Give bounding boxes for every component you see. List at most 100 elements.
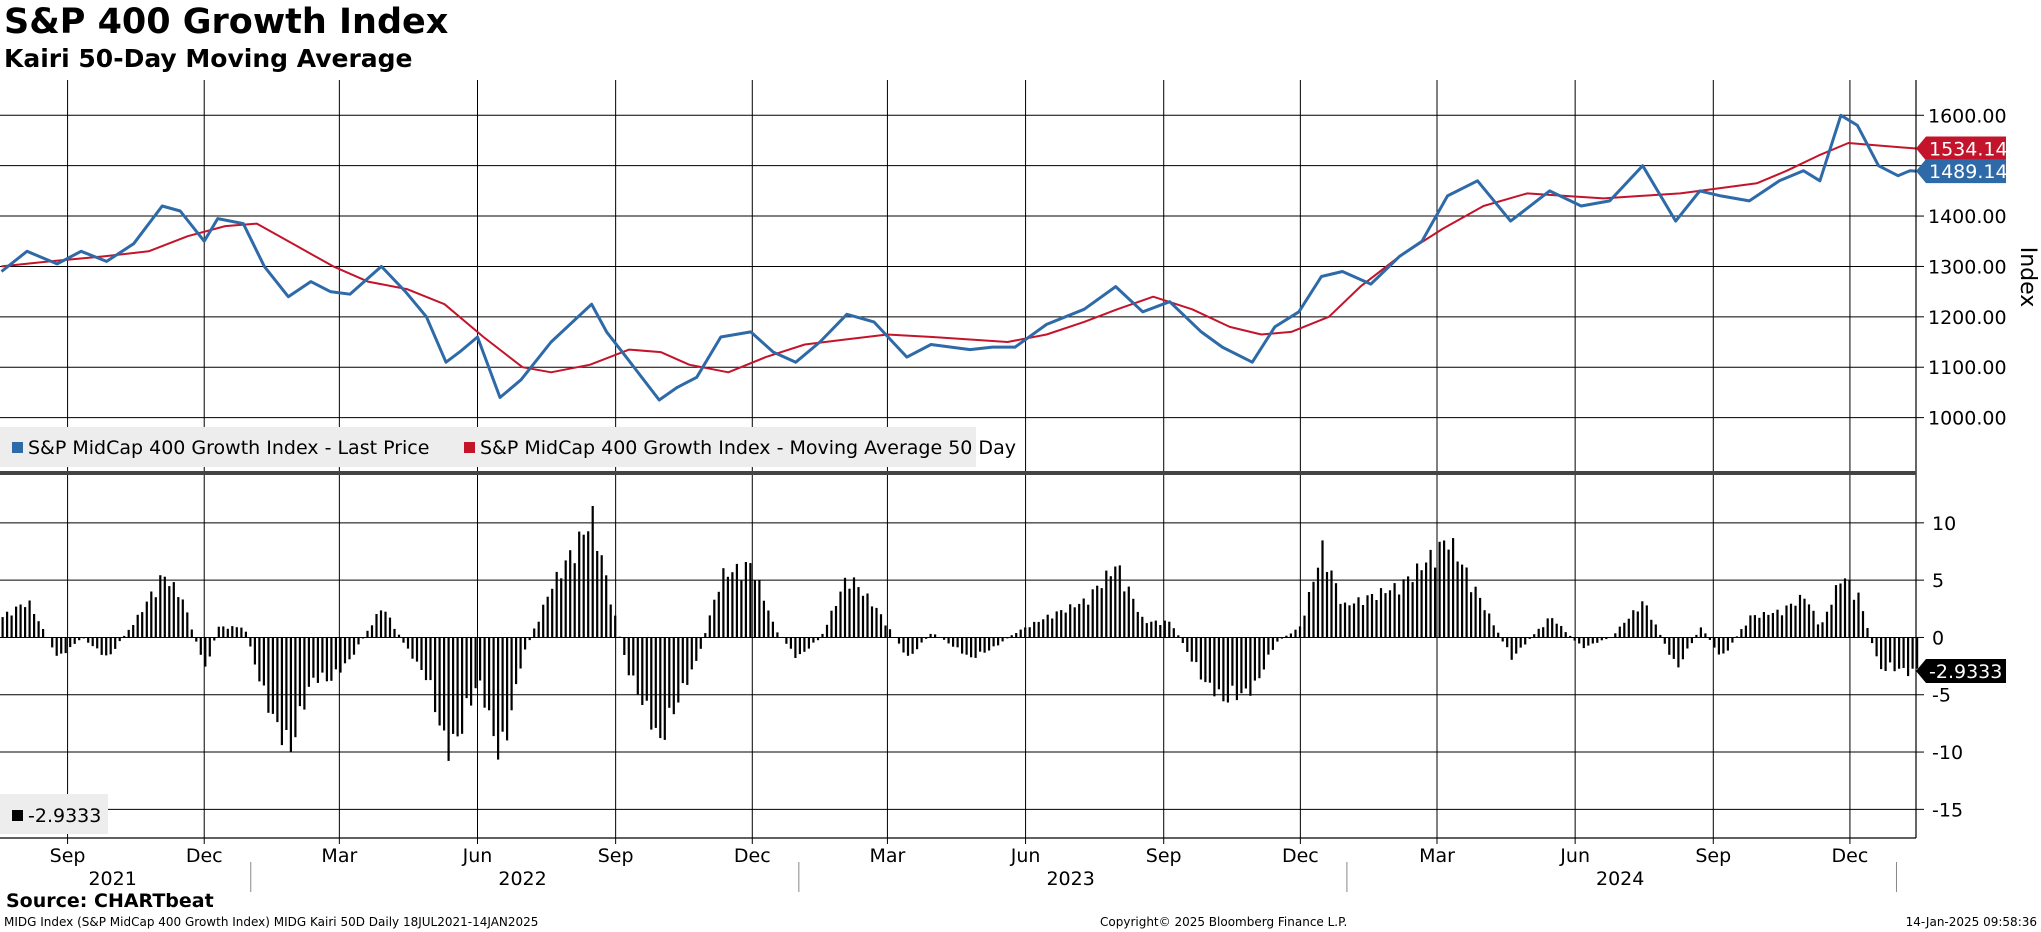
kairi-bar [1871,637,1874,644]
kairi-bar [1339,603,1342,638]
kairi-bar [1515,637,1518,654]
kairi-bar [744,562,747,638]
axes: Sep Dec Mar Jun Sep Dec Mar Jun Sep Dec Mar Jun Sep D… [0,80,2040,892]
kairi-bar [1425,562,1428,638]
kairi-bar [704,633,707,638]
kairi-bar [519,637,522,669]
kairi-bar [825,624,829,638]
panel-separator [0,471,1916,475]
kairi-bar [1393,583,1396,638]
x-year-label: 2021 [88,868,136,890]
kairi-bar [925,637,928,639]
x-tick-label: Mar [869,845,905,867]
kairi-bar [1105,570,1108,638]
kairi-bar [1555,623,1558,638]
kairi-bar [1019,629,1022,638]
kairi-bar [1456,561,1459,638]
source-note: Source: CHARTbeat [6,890,214,912]
kairi-bar [456,637,459,737]
kairi-bar [1587,637,1590,646]
kairi-bar [875,607,878,638]
kairi-bar [542,604,545,638]
kairi-bar [1857,592,1860,638]
kairi-bar [1776,609,1779,638]
x-tick-label: Jun [1010,845,1041,867]
kairi-bar [420,637,423,670]
kairi-bar [1370,594,1374,638]
x-year-label: 2022 [498,868,546,890]
kairi-bar [1695,634,1698,638]
last-value-label: 1534.14 [1929,138,2008,160]
legend-entry-label: S&P MidCap 400 Growth Index - Last Price [28,437,429,459]
kairi-bar [393,628,396,638]
kairi-bar [1483,610,1486,638]
kairi-bar [1551,618,1554,638]
kairi-bar [771,621,774,638]
kairi-bar [1186,637,1189,652]
kairi-bar [488,637,491,711]
kairi-bar [821,633,824,638]
kairi-bar [857,587,860,638]
kairi-bar [1663,637,1666,644]
kairi-bar [78,637,81,641]
kairi-bar [1839,583,1842,638]
kairi-bar [1073,607,1076,638]
kairi-bar [1361,605,1365,638]
kairi-bar [231,626,234,638]
kairi-bar [1668,637,1671,655]
kairi-bar [564,560,567,638]
kairi-bar [253,637,256,665]
kairi-bar [114,637,117,649]
kairi-bar [470,637,473,706]
kairi-bar [1276,637,1279,642]
kairi-bar [1497,632,1500,638]
kairi-bar [533,628,536,638]
kairi-bar [1834,585,1838,638]
kairi-bar [1726,637,1729,651]
kairi-bar [1623,622,1626,638]
kairi-bar [1343,602,1347,638]
kairi-bar [1411,582,1414,638]
kairi-legend-label: -2.9333 [28,805,101,827]
kairi-bar [1379,588,1383,638]
kairi-bar [1033,621,1036,638]
kairi-bar [1758,617,1761,638]
kairi-bar [1226,637,1229,703]
kairi-bar [758,580,761,638]
kairi-bar [452,637,455,734]
legends: S&P MidCap 400 Growth Index - Last Price… [0,427,1016,834]
kairi-bar [1848,580,1851,638]
kairi-bar [118,637,121,642]
upper-panel-series [0,113,1917,402]
kairi-bar [415,637,419,662]
kairi-bar [1762,612,1765,638]
kairi-bar [1195,637,1198,663]
kairi-bar [1294,629,1297,638]
kairi-bar [1614,633,1617,638]
kairi-bar [1542,627,1545,638]
kairi-bar [1866,628,1869,638]
kairi-bar [1141,616,1144,638]
kairi-bar [501,637,504,732]
kairi-bar [627,637,630,676]
kairi-bar [866,593,869,638]
kairi-bar [1249,637,1252,696]
kairi-bar [285,637,288,730]
kairi-bar [1064,612,1067,638]
kairi-bar [762,600,765,638]
kairi-bar [943,637,946,640]
kairi-bar [267,637,270,713]
kairi-bar [1352,603,1356,638]
kairi-bar [785,637,788,644]
kairi-bar [1262,637,1265,670]
kairi-bar [177,597,180,638]
kairi-bar [906,637,910,656]
kairi-bar [1564,632,1567,638]
upper-y-axis-label: Index [2015,247,2040,308]
kairi-bar [934,634,937,638]
kairi-bar [51,637,54,648]
lower-y-tick-label: -15 [1932,799,1963,821]
kairi-bar [1271,637,1274,650]
kairi-bar [510,637,513,711]
kairi-bar [911,637,914,654]
